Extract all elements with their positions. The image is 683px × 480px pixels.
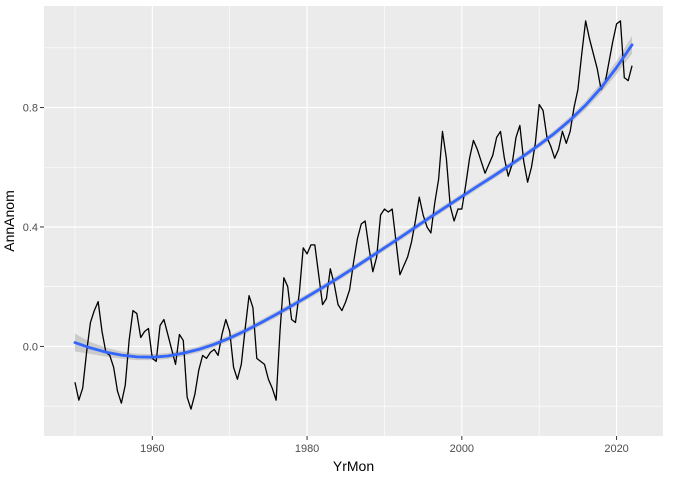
x-tick-label: 1980: [295, 443, 319, 455]
y-tick-label: 0.8: [23, 103, 38, 115]
anomaly-line: [74, 20, 633, 410]
y-tick-label: 0.4: [23, 222, 38, 234]
y-axis-ticks: 0.0 0.4 0.8: [23, 103, 44, 353]
x-tick-label: 2000: [450, 443, 474, 455]
y-axis-title: AnnAnom: [1, 190, 17, 251]
x-tick-label: 1960: [140, 443, 164, 455]
smooth-trend-line: [73, 43, 634, 359]
y-tick-label: 0.0: [23, 341, 38, 353]
x-axis-title: YrMon: [333, 458, 374, 474]
x-tick-label: 2020: [604, 443, 628, 455]
panel-background: [44, 6, 663, 436]
series-layer: [73, 20, 634, 410]
x-axis-ticks: 1960 1980 2000 2020: [140, 436, 629, 455]
minor-gridlines: [44, 6, 663, 436]
major-gridlines: [44, 6, 663, 436]
